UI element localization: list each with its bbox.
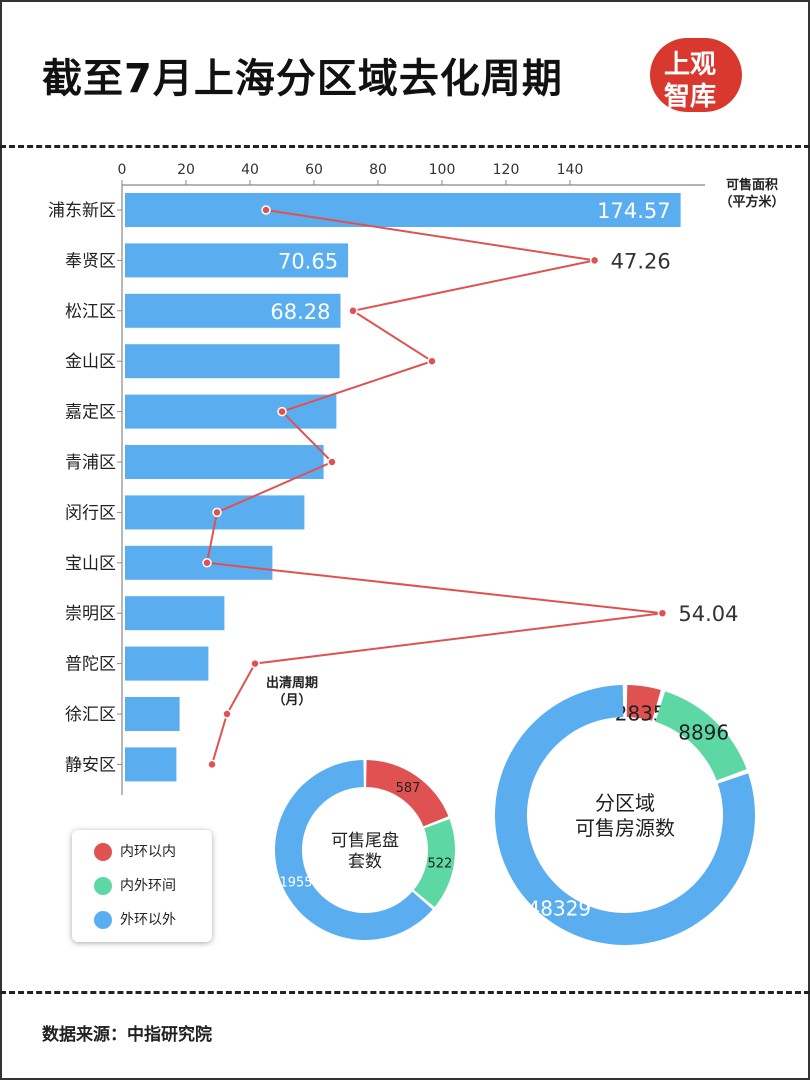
donut-value-label: 1955 bbox=[279, 876, 312, 891]
legend-dot-middle bbox=[94, 877, 112, 895]
bar bbox=[125, 545, 273, 580]
cycle-point bbox=[202, 558, 212, 568]
donut-slice bbox=[366, 760, 449, 827]
cycle-value-label: 54.04 bbox=[678, 602, 738, 626]
category-label: 青浦区 bbox=[65, 453, 116, 473]
donut-value-label: 8896 bbox=[678, 721, 729, 745]
bar bbox=[125, 697, 180, 731]
cycle-series-label: （月） bbox=[272, 692, 311, 708]
bar-value-label: 68.28 bbox=[270, 300, 330, 324]
data-source: 数据来源：中指研究院 bbox=[42, 1025, 212, 1045]
cycle-point bbox=[427, 356, 437, 366]
category-label: 松江区 bbox=[65, 302, 116, 322]
category-label: 宝山区 bbox=[65, 554, 116, 574]
x-tick-label: 100 bbox=[429, 162, 456, 178]
x-tick-label: 120 bbox=[493, 162, 520, 178]
legend-label-outer: 外环以外 bbox=[120, 912, 176, 928]
category-label: 静安区 bbox=[65, 755, 116, 775]
legend-item-inner: 内环以内 bbox=[94, 840, 176, 864]
bar bbox=[125, 596, 225, 631]
donut-center-label: 可售尾盘 bbox=[331, 831, 399, 851]
cycle-point bbox=[222, 709, 232, 719]
cycle-point bbox=[348, 306, 358, 316]
bar-value-label: 174.57 bbox=[597, 199, 670, 223]
category-label: 奉贤区 bbox=[65, 251, 116, 271]
cycle-point bbox=[261, 205, 271, 215]
legend-item-outer: 外环以外 bbox=[94, 908, 176, 932]
bar bbox=[125, 344, 340, 379]
logo-line-1: 上观 bbox=[664, 50, 717, 80]
cycle-point bbox=[327, 457, 337, 467]
cycle-value-label: 47.26 bbox=[611, 249, 671, 273]
legend: 内环以内 内外环间 外环以外 bbox=[72, 830, 212, 942]
cycle-point bbox=[250, 658, 260, 669]
cycle-point bbox=[207, 759, 217, 770]
category-label: 普陀区 bbox=[65, 655, 116, 675]
category-label: 浦东新区 bbox=[48, 201, 116, 221]
x-tick-label: 140 bbox=[557, 162, 584, 178]
legend-dot-inner bbox=[94, 843, 112, 861]
bar bbox=[125, 646, 209, 681]
cycle-point bbox=[657, 608, 668, 618]
x-tick-label: 60 bbox=[305, 162, 323, 178]
bar bbox=[125, 445, 324, 479]
donut-value-label: 587 bbox=[396, 781, 421, 796]
cycle-series-label: 出清周期 bbox=[266, 675, 318, 691]
cycle-point bbox=[212, 507, 222, 518]
cycle-point bbox=[589, 255, 600, 266]
bar-value-label: 70.65 bbox=[278, 249, 338, 273]
donut-slice bbox=[655, 691, 747, 781]
page-title: 截至7月上海分区域去化周期 bbox=[42, 56, 563, 102]
top-divider bbox=[0, 145, 810, 148]
category-label: 嘉定区 bbox=[65, 403, 116, 423]
donut-center-label: 可售房源数 bbox=[575, 816, 675, 840]
x-tick-label: 40 bbox=[241, 162, 259, 178]
cycle-point bbox=[277, 406, 287, 417]
donut-slice bbox=[274, 760, 433, 941]
brand-logo: 上观 智库 bbox=[650, 38, 742, 112]
legend-dot-outer bbox=[94, 911, 112, 929]
donut-slice bbox=[626, 685, 661, 721]
category-label: 闵行区 bbox=[65, 503, 116, 523]
donut-value-label: 522 bbox=[428, 856, 453, 871]
bar bbox=[125, 747, 177, 782]
bottom-divider bbox=[0, 991, 810, 994]
legend-label-middle: 内外环间 bbox=[120, 878, 176, 894]
bar bbox=[125, 243, 349, 278]
bar bbox=[125, 293, 341, 328]
category-label: 徐汇区 bbox=[65, 705, 116, 725]
x-tick-label: 20 bbox=[177, 162, 195, 178]
donut-slice bbox=[413, 819, 455, 908]
bar bbox=[125, 193, 681, 227]
donut-center-label: 套数 bbox=[348, 852, 382, 872]
x-axis-title: 可售面积 bbox=[726, 177, 778, 193]
legend-item-middle: 内外环间 bbox=[94, 874, 176, 898]
x-tick-label: 80 bbox=[369, 162, 387, 178]
x-axis-title: （平方米） bbox=[719, 194, 784, 210]
legend-label-inner: 内环以内 bbox=[120, 844, 176, 860]
cycle-line bbox=[205, 209, 663, 765]
logo-line-2: 智库 bbox=[664, 82, 717, 112]
category-label: 崇明区 bbox=[65, 604, 116, 624]
category-label: 金山区 bbox=[65, 352, 116, 372]
x-tick-label: 0 bbox=[118, 162, 127, 178]
bar bbox=[125, 394, 337, 429]
donut-center-label: 分区域 bbox=[595, 791, 655, 815]
donut-value-label: 48329 bbox=[528, 896, 592, 920]
